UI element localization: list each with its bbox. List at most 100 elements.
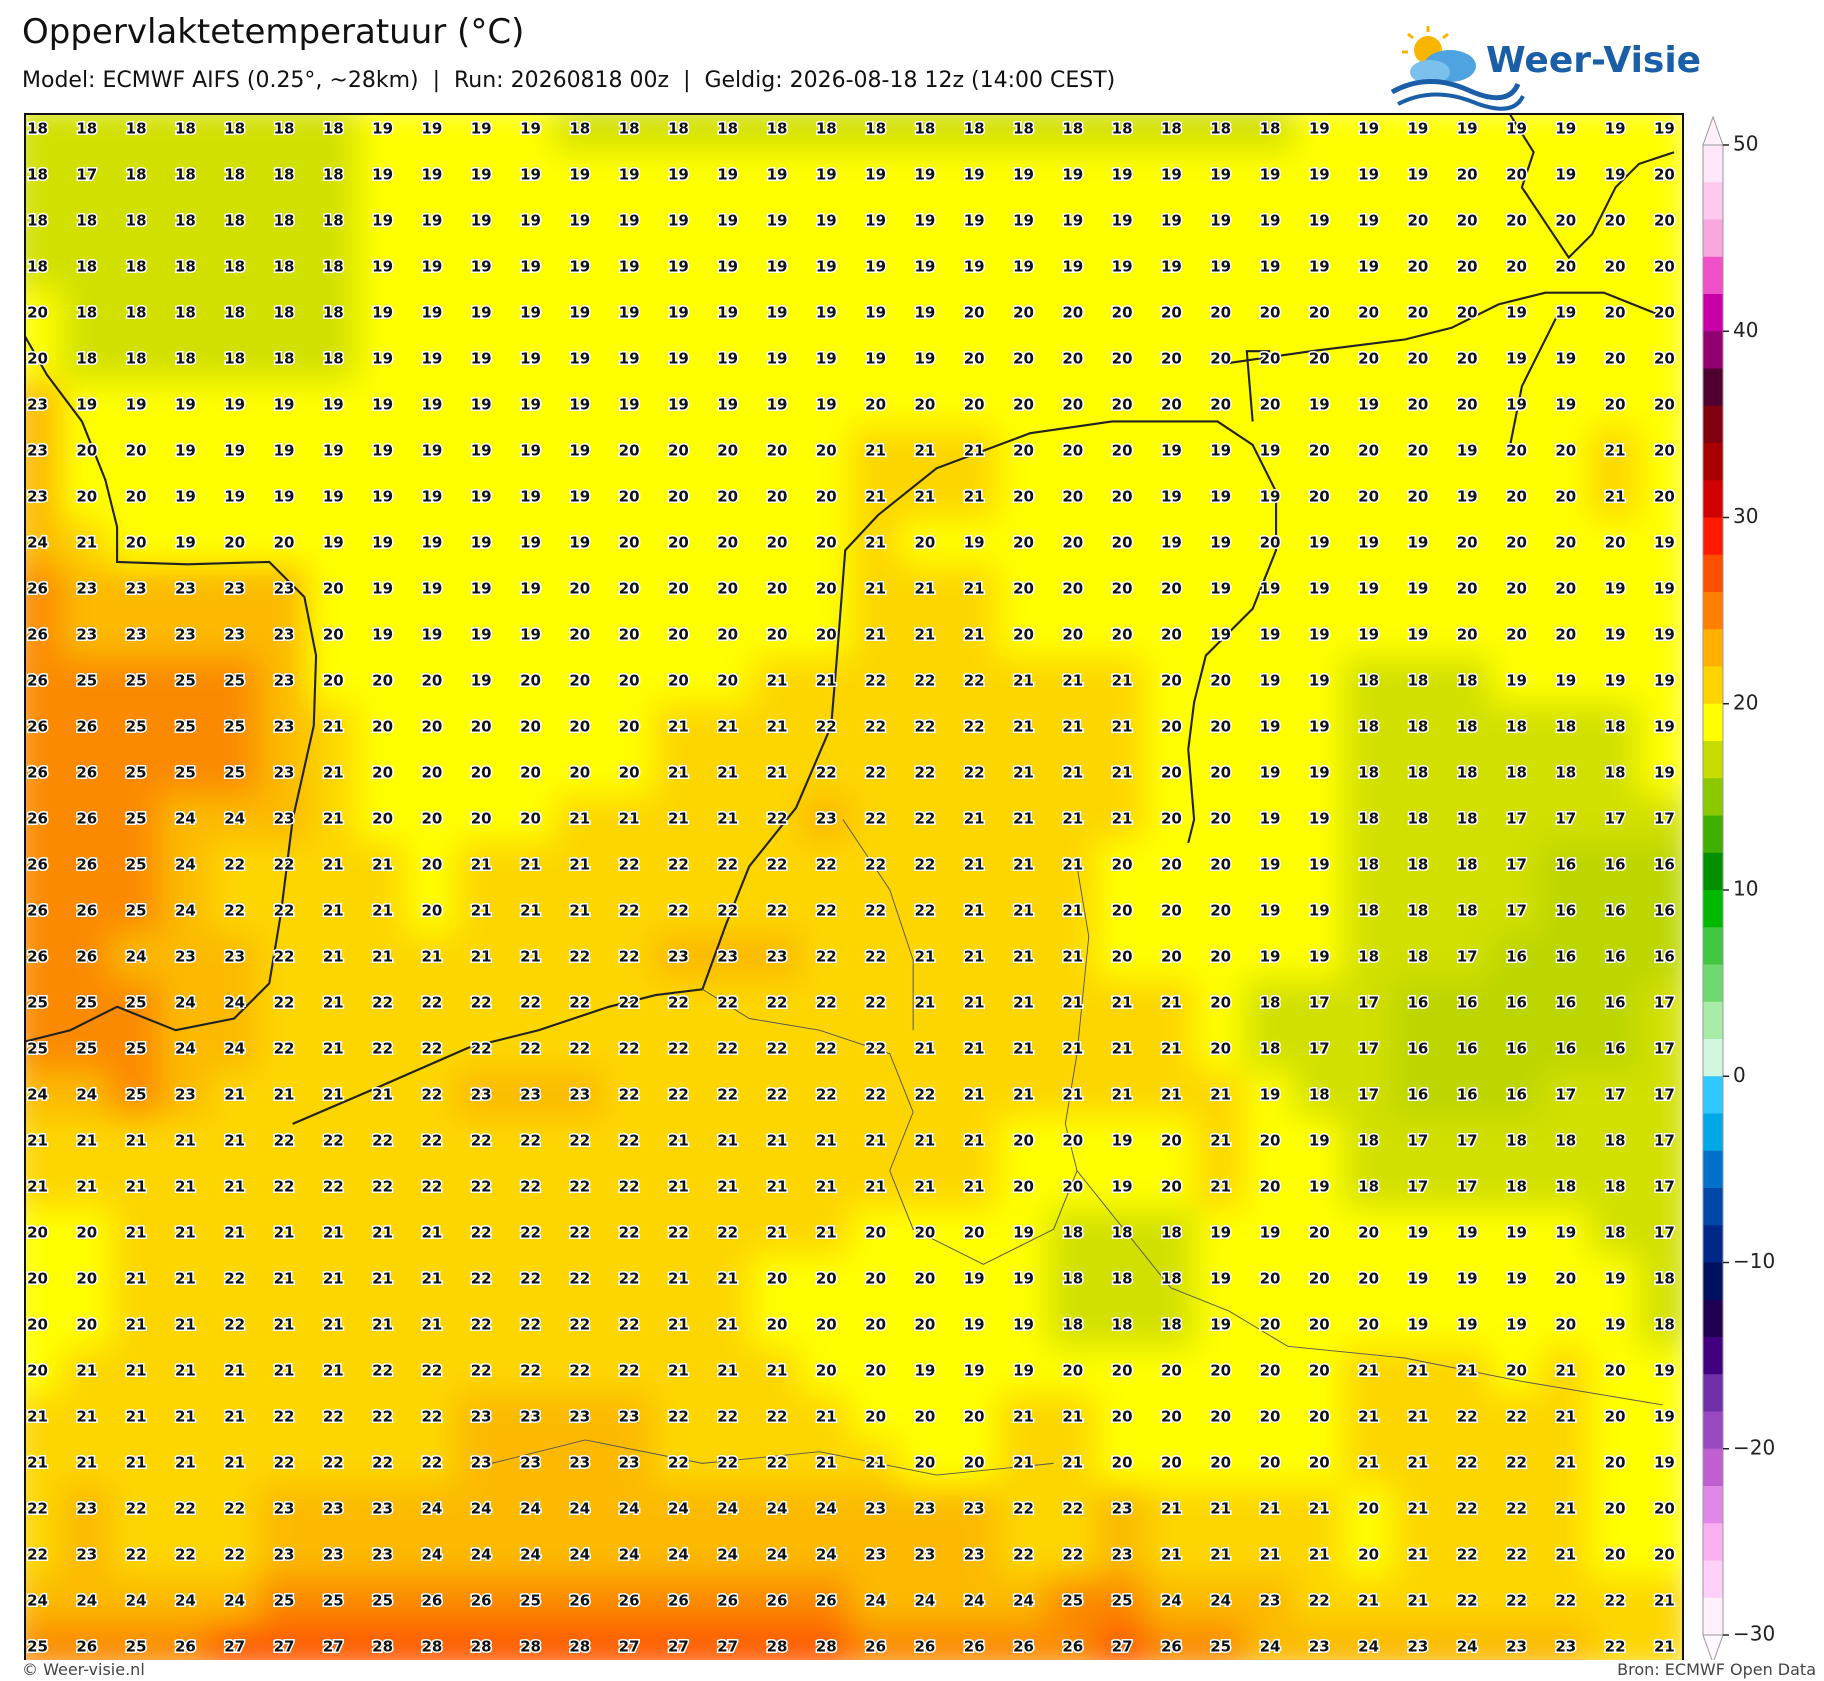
temperature-cell bbox=[1145, 1209, 1198, 1257]
temperature-label: 26 bbox=[76, 718, 97, 736]
temperature-label: 19 bbox=[816, 166, 837, 184]
temperature-cell bbox=[406, 1209, 458, 1257]
temperature-cell bbox=[455, 1117, 507, 1165]
temperature-label: 22 bbox=[569, 1362, 590, 1380]
temperature-label: 18 bbox=[1407, 948, 1428, 966]
temperature-cell bbox=[307, 565, 359, 613]
temperature-label: 19 bbox=[1013, 258, 1034, 276]
temperature-label: 19 bbox=[1555, 166, 1576, 184]
temperature-cell bbox=[652, 887, 705, 935]
temperature-cell bbox=[1540, 197, 1592, 245]
temperature-label: 16 bbox=[1407, 1040, 1428, 1058]
temperature-label: 18 bbox=[76, 258, 97, 276]
temperature-label: 22 bbox=[767, 902, 788, 920]
temperature-label: 26 bbox=[27, 580, 48, 598]
temperature-label: 20 bbox=[816, 1316, 837, 1334]
temperature-cell bbox=[159, 841, 212, 889]
temperature-label: 19 bbox=[323, 396, 344, 414]
temperature-label: 19 bbox=[569, 396, 590, 414]
temperature-label: 20 bbox=[1555, 580, 1576, 598]
temperature-label: 22 bbox=[668, 856, 689, 874]
temperature-label: 18 bbox=[126, 120, 147, 138]
temperature-label: 20 bbox=[1112, 442, 1133, 460]
temperature-cell bbox=[209, 657, 261, 705]
temperature-label: 19 bbox=[668, 258, 689, 276]
temperature-label: 20 bbox=[1309, 442, 1330, 460]
temperature-label: 22 bbox=[619, 994, 640, 1012]
temperature-label: 20 bbox=[668, 672, 689, 690]
temperature-cell bbox=[1047, 289, 1099, 337]
temperature-cell bbox=[258, 243, 310, 291]
temperature-cell bbox=[1145, 335, 1198, 383]
temperature-cell bbox=[1244, 703, 1296, 751]
temperature-label: 19 bbox=[1605, 580, 1626, 598]
temperature-cell bbox=[455, 887, 507, 935]
temperature-label: 16 bbox=[1555, 994, 1576, 1012]
temperature-label: 18 bbox=[1161, 1270, 1182, 1288]
temperature-cell bbox=[849, 703, 902, 751]
temperature-label: 23 bbox=[274, 1546, 295, 1564]
temperature-label: 20 bbox=[1506, 442, 1527, 460]
temperature-cell bbox=[652, 933, 705, 981]
temperature-label: 20 bbox=[1605, 1546, 1626, 1564]
temperature-cell bbox=[1441, 114, 1493, 153]
temperature-cell bbox=[1244, 1117, 1296, 1165]
temperature-label: 21 bbox=[816, 1408, 837, 1426]
temperature-label: 20 bbox=[224, 534, 245, 552]
temperature-cell bbox=[1293, 979, 1345, 1027]
temperature-label: 19 bbox=[1260, 810, 1281, 828]
temperature-label: 19 bbox=[471, 580, 492, 598]
temperature-cell bbox=[356, 381, 409, 429]
temperature-label: 19 bbox=[1358, 258, 1379, 276]
temperature-cell bbox=[1490, 289, 1543, 337]
temperature-cell bbox=[356, 1163, 409, 1211]
temperature-cell bbox=[751, 887, 803, 935]
temperature-label: 25 bbox=[1062, 1592, 1083, 1610]
temperature-cell bbox=[652, 841, 705, 889]
temperature-cell bbox=[652, 1071, 705, 1119]
temperature-label: 20 bbox=[1112, 856, 1133, 874]
temperature-label: 20 bbox=[27, 1270, 48, 1288]
temperature-label: 19 bbox=[1309, 212, 1330, 230]
temperature-cell bbox=[800, 1117, 852, 1165]
temperature-label: 18 bbox=[224, 120, 245, 138]
temperature-label: 22 bbox=[520, 1224, 541, 1242]
temperature-label: 23 bbox=[224, 626, 245, 644]
temperature-label: 22 bbox=[569, 948, 590, 966]
temperature-label: 20 bbox=[1407, 258, 1428, 276]
temperature-label: 19 bbox=[1457, 1316, 1478, 1334]
temperature-label: 19 bbox=[1161, 258, 1182, 276]
temperature-cell bbox=[209, 703, 261, 751]
temperature-cell bbox=[702, 887, 754, 935]
temperature-label: 19 bbox=[372, 350, 393, 368]
temperature-cell bbox=[899, 749, 951, 797]
colorbar-tick-label: 20 bbox=[1733, 690, 1758, 714]
temperature-label: 22 bbox=[668, 1454, 689, 1472]
temperature-cell bbox=[1490, 1025, 1543, 1073]
temperature-cell bbox=[1145, 519, 1198, 567]
temperature-label: 23 bbox=[1407, 1638, 1428, 1656]
temperature-cell bbox=[1540, 114, 1592, 153]
temperature-label: 19 bbox=[421, 442, 442, 460]
temperature-label: 19 bbox=[668, 396, 689, 414]
colorbar-band bbox=[1703, 629, 1723, 667]
temperature-label: 20 bbox=[914, 396, 935, 414]
temperature-cell bbox=[603, 427, 655, 475]
temperature-cell bbox=[603, 1209, 655, 1257]
temperature-label: 21 bbox=[421, 948, 442, 966]
temperature-cell bbox=[603, 473, 655, 521]
temperature-cell bbox=[1195, 887, 1247, 935]
temperature-label: 20 bbox=[816, 534, 837, 552]
temperature-label: 20 bbox=[619, 626, 640, 644]
temperature-cell bbox=[406, 427, 458, 475]
temperature-label: 23 bbox=[1112, 1500, 1133, 1518]
temperature-cell bbox=[603, 243, 655, 291]
temperature-cell bbox=[899, 519, 951, 567]
temperature-cell bbox=[209, 381, 261, 429]
temperature-label: 19 bbox=[964, 534, 985, 552]
temperature-cell bbox=[110, 1163, 162, 1211]
temperature-cell bbox=[455, 749, 507, 797]
temperature-cell bbox=[1244, 519, 1296, 567]
colorbar-band bbox=[1703, 852, 1723, 891]
temperature-label: 18 bbox=[1161, 120, 1182, 138]
